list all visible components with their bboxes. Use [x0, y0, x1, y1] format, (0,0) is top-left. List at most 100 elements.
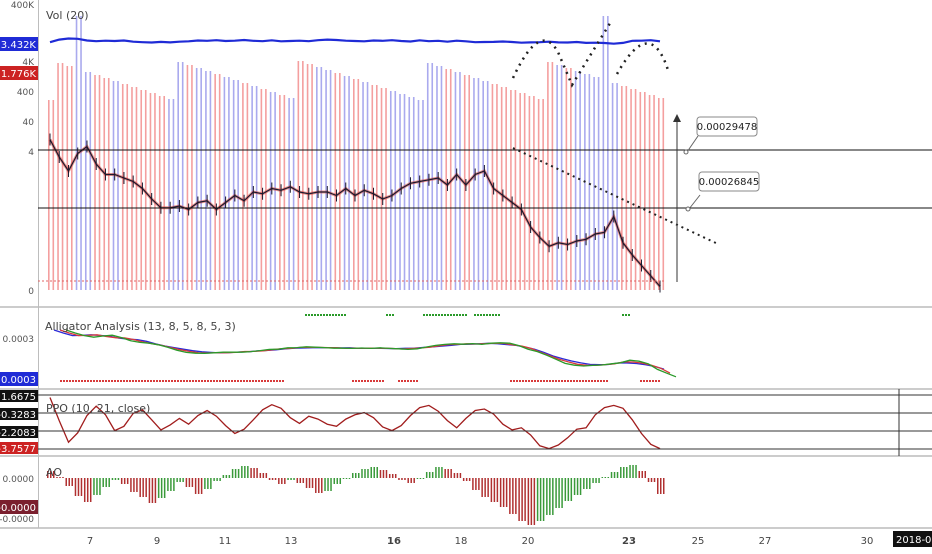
ao-bar	[552, 478, 554, 515]
signal-dot-red	[549, 380, 551, 382]
ao-bar	[77, 478, 80, 496]
volume-bar	[357, 79, 360, 290]
dotted-pattern-left[interactable]	[511, 19, 614, 88]
ao-bar	[361, 469, 363, 478]
volume-bar	[98, 75, 101, 290]
signal-dot-red	[249, 380, 251, 382]
ao-bar	[311, 478, 314, 488]
signal-dot-green	[338, 314, 340, 316]
signal-dot-red	[582, 380, 584, 382]
volume-bar	[348, 76, 350, 290]
signal-dot-red	[174, 380, 176, 382]
volume-bar	[473, 78, 475, 290]
signal-dot-red	[513, 380, 515, 382]
ao-bar	[130, 478, 132, 492]
signal-dot-red	[361, 380, 363, 382]
volume-legend-title[interactable]: Vol (20)	[46, 9, 89, 22]
signal-dot-red	[279, 380, 281, 382]
ao-bar	[401, 478, 403, 480]
signal-dot-green	[447, 314, 449, 316]
volume-bar	[459, 72, 461, 290]
ao-bar	[83, 478, 86, 502]
ao-bar	[324, 478, 326, 491]
volume-bar	[195, 68, 198, 290]
signal-dot-red	[413, 380, 415, 382]
signal-dot-red	[543, 380, 545, 382]
signal-dot-green	[305, 314, 307, 316]
ao-bar	[56, 477, 58, 478]
ao-bar	[281, 478, 283, 484]
ao-bar	[595, 478, 597, 483]
signal-dot-green	[453, 314, 455, 316]
ao-bar	[237, 469, 240, 478]
signal-dot-green	[465, 314, 467, 316]
alligator-legend-title[interactable]: Alligator Analysis (13, 8, 5, 8, 5, 3)	[45, 320, 236, 333]
volume-bar	[94, 75, 96, 290]
signal-dot-green	[320, 314, 322, 316]
signal-dot-red	[552, 380, 554, 382]
signal-dot-red	[216, 380, 218, 382]
y-tick-label: 400	[17, 88, 34, 98]
volume-bar	[574, 71, 577, 290]
signal-dot-red	[108, 380, 110, 382]
ao-bar	[213, 478, 215, 481]
ao-bar	[613, 472, 616, 478]
ao-bar	[179, 478, 181, 482]
x-tick-label: 25	[692, 536, 705, 547]
volume-bar	[242, 83, 244, 290]
signal-dot-red	[270, 380, 272, 382]
ao-bar	[133, 478, 135, 492]
signal-dot-red	[111, 380, 113, 382]
ao-bar	[499, 478, 502, 507]
signal-dot-red	[156, 380, 158, 382]
signal-dot-red	[153, 380, 155, 382]
volume-bar	[445, 69, 448, 290]
ppo-badge	[0, 408, 38, 420]
signal-dot-green	[435, 314, 437, 316]
signal-dot-green	[450, 314, 452, 316]
dotted-trendline[interactable]	[512, 147, 719, 245]
signal-dot-red	[195, 380, 197, 382]
signal-dot-green	[456, 314, 458, 316]
volume-bar	[311, 64, 313, 290]
level-callout-box[interactable]	[696, 116, 758, 137]
ao-legend-title[interactable]: AO	[46, 466, 62, 479]
signal-dot-red	[264, 380, 266, 382]
ppo-legend-title[interactable]: PPO (10, 21, close)	[46, 402, 150, 415]
volume-bar	[482, 81, 484, 290]
signal-dot-green	[386, 314, 388, 316]
ao-bar	[305, 478, 308, 488]
volume-bar	[255, 86, 258, 290]
volume-bar	[103, 78, 106, 290]
dotted-pattern-right[interactable]	[615, 42, 670, 75]
volume-bar	[533, 96, 535, 290]
callout-pointer	[686, 135, 699, 153]
volume-bar	[168, 99, 170, 290]
signal-dot-red	[379, 380, 381, 382]
signal-dot-red	[240, 380, 242, 382]
ao-bar	[604, 477, 607, 478]
signal-dot-red	[201, 380, 203, 382]
level-callout-box[interactable]	[698, 171, 760, 192]
ao-bar	[225, 475, 228, 478]
volume-bar	[292, 98, 295, 290]
ao-bar	[660, 478, 662, 494]
signal-dot-green	[438, 314, 440, 316]
volume-bar	[135, 87, 138, 290]
ao-bar	[259, 473, 262, 478]
callout-pointer	[688, 194, 701, 210]
signal-dot-red	[594, 380, 596, 382]
signal-dot-red	[81, 380, 83, 382]
ao-bar	[96, 478, 98, 495]
ao-bar	[151, 478, 154, 503]
ao-bar	[157, 478, 160, 498]
volume-bar	[634, 89, 637, 290]
ao-bar	[422, 478, 425, 479]
ao-bar	[592, 478, 594, 483]
volume-bar	[408, 97, 411, 290]
signal-dot-red	[652, 380, 654, 382]
signal-dot-red	[658, 380, 660, 382]
ao-bar	[505, 478, 508, 507]
ao-bar	[68, 478, 70, 486]
